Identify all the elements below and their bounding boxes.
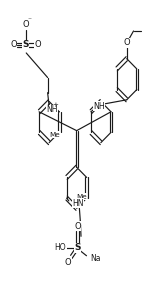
Text: S: S: [22, 40, 29, 49]
Text: Me: Me: [49, 132, 60, 138]
Text: O: O: [65, 257, 71, 267]
Text: O: O: [22, 20, 29, 29]
Text: O: O: [35, 40, 41, 49]
Text: NH: NH: [93, 102, 105, 110]
Text: +: +: [52, 102, 58, 108]
Text: HN: HN: [72, 199, 84, 208]
Text: S: S: [74, 243, 81, 252]
Text: NH: NH: [46, 105, 58, 114]
Text: Me: Me: [76, 194, 87, 200]
Text: ⁻: ⁻: [27, 15, 31, 24]
Text: HO: HO: [55, 243, 66, 252]
Text: O: O: [123, 38, 130, 47]
Text: O: O: [10, 40, 17, 49]
Text: O: O: [74, 222, 81, 231]
Text: Na: Na: [90, 254, 101, 263]
